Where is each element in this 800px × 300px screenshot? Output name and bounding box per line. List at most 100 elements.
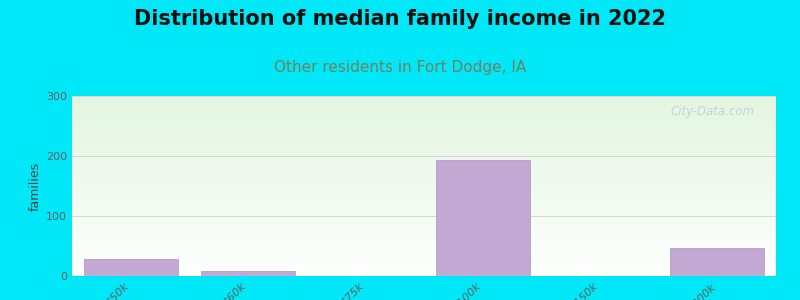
- Bar: [72, 114, 776, 115]
- Bar: [72, 265, 776, 266]
- Bar: [72, 260, 776, 261]
- Bar: [72, 136, 776, 137]
- Bar: [72, 183, 776, 184]
- Bar: [72, 148, 776, 149]
- Bar: [72, 230, 776, 231]
- Bar: [72, 116, 776, 117]
- Bar: [72, 216, 776, 217]
- Bar: [72, 189, 776, 190]
- Bar: [72, 245, 776, 246]
- Bar: [72, 127, 776, 128]
- Bar: [72, 124, 776, 125]
- Bar: [72, 214, 776, 215]
- Bar: [72, 203, 776, 204]
- Bar: [72, 236, 776, 237]
- Bar: [72, 131, 776, 132]
- Bar: [72, 137, 776, 138]
- Bar: [72, 209, 776, 210]
- Bar: [72, 106, 776, 107]
- Bar: [72, 174, 776, 175]
- Bar: [72, 263, 776, 264]
- Bar: [72, 221, 776, 222]
- Bar: [72, 204, 776, 205]
- Bar: [72, 264, 776, 265]
- Bar: [72, 220, 776, 221]
- Bar: [72, 113, 776, 114]
- Bar: [72, 132, 776, 133]
- Bar: [72, 225, 776, 226]
- Bar: [72, 194, 776, 195]
- Bar: [72, 219, 776, 220]
- Bar: [72, 168, 776, 169]
- Bar: [72, 105, 776, 106]
- Bar: [72, 153, 776, 154]
- Bar: [72, 104, 776, 105]
- Bar: [72, 149, 776, 150]
- Bar: [72, 142, 776, 143]
- Bar: [84, 259, 178, 276]
- Bar: [72, 228, 776, 229]
- Bar: [72, 208, 776, 209]
- Bar: [72, 212, 776, 213]
- Bar: [72, 163, 776, 164]
- Bar: [72, 266, 776, 267]
- Bar: [72, 254, 776, 255]
- Bar: [72, 241, 776, 242]
- Bar: [72, 169, 776, 170]
- Bar: [72, 97, 776, 98]
- Bar: [72, 237, 776, 238]
- Bar: [72, 140, 776, 141]
- Bar: [72, 268, 776, 269]
- Bar: [72, 166, 776, 167]
- Bar: [72, 157, 776, 158]
- Bar: [72, 161, 776, 162]
- Bar: [72, 242, 776, 243]
- Bar: [72, 96, 776, 97]
- Bar: [72, 133, 776, 134]
- Bar: [72, 100, 776, 101]
- Bar: [72, 258, 776, 259]
- Bar: [72, 178, 776, 179]
- Bar: [72, 176, 776, 177]
- Bar: [72, 244, 776, 245]
- Bar: [72, 231, 776, 232]
- Bar: [72, 250, 776, 251]
- Bar: [72, 107, 776, 108]
- Bar: [72, 193, 776, 194]
- Bar: [72, 271, 776, 272]
- Bar: [72, 248, 776, 249]
- Bar: [72, 238, 776, 239]
- Bar: [72, 147, 776, 148]
- Bar: [72, 217, 776, 218]
- Bar: [72, 262, 776, 263]
- Bar: [72, 246, 776, 247]
- Bar: [72, 162, 776, 163]
- Bar: [72, 146, 776, 147]
- Bar: [72, 186, 776, 187]
- Bar: [72, 101, 776, 102]
- Bar: [72, 269, 776, 270]
- Bar: [72, 115, 776, 116]
- Bar: [72, 210, 776, 211]
- Bar: [72, 197, 776, 198]
- Bar: [72, 261, 776, 262]
- Bar: [72, 179, 776, 180]
- Bar: [72, 201, 776, 202]
- Text: Distribution of median family income in 2022: Distribution of median family income in …: [134, 9, 666, 29]
- Bar: [72, 190, 776, 191]
- Bar: [72, 251, 776, 252]
- Bar: [72, 249, 776, 250]
- Bar: [72, 122, 776, 123]
- Bar: [72, 152, 776, 153]
- Bar: [72, 173, 776, 174]
- Bar: [72, 205, 776, 206]
- Bar: [72, 160, 776, 161]
- Bar: [72, 170, 776, 171]
- Bar: [72, 222, 776, 223]
- Bar: [72, 188, 776, 189]
- Bar: [72, 118, 776, 119]
- Bar: [72, 167, 776, 168]
- Bar: [72, 267, 776, 268]
- Bar: [72, 270, 776, 271]
- Text: Other residents in Fort Dodge, IA: Other residents in Fort Dodge, IA: [274, 60, 526, 75]
